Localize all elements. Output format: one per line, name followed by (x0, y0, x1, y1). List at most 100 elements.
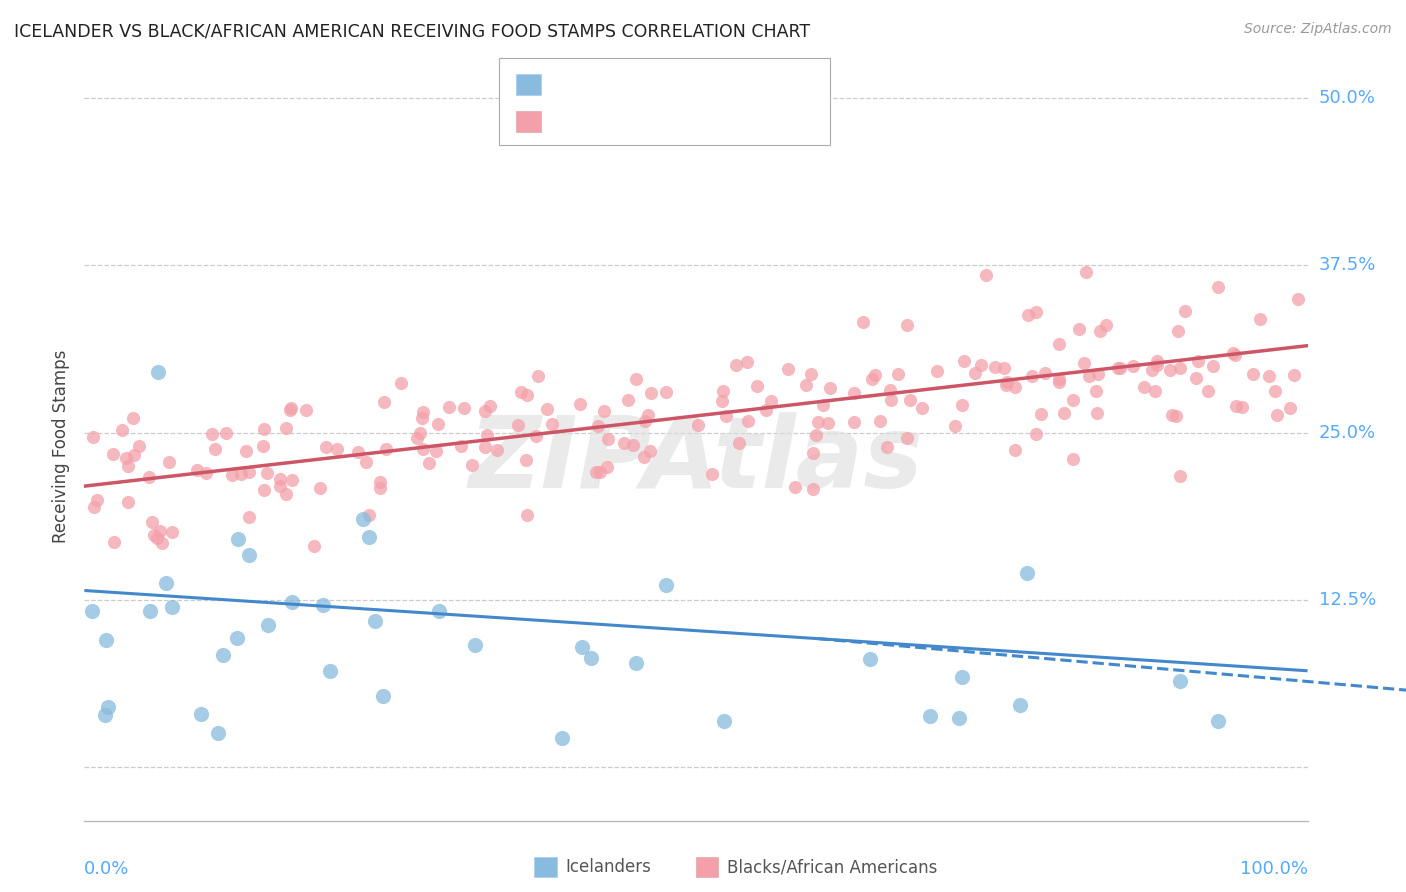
Point (373, 689, 395, 703)
Point (143, 528, 166, 542)
Point (1062, 452, 1084, 467)
Point (364, 614, 387, 628)
Point (304, 539, 326, 553)
Point (527, 369, 550, 384)
Point (278, 403, 301, 417)
Point (1047, 372, 1070, 386)
Point (235, 444, 257, 458)
Point (157, 454, 180, 468)
Point (551, 731, 574, 746)
Text: ZIPAtlas: ZIPAtlas (468, 412, 924, 509)
Point (1168, 673, 1191, 688)
Point (412, 442, 434, 457)
Point (207, 726, 229, 740)
Point (389, 376, 412, 391)
Point (368, 481, 391, 495)
Point (879, 393, 901, 408)
Point (506, 417, 529, 432)
Point (842, 386, 865, 401)
Point (122, 448, 145, 462)
Point (755, 403, 778, 417)
Point (737, 414, 759, 428)
Point (745, 379, 768, 393)
Point (238, 465, 260, 479)
Point (186, 463, 208, 477)
Point (461, 458, 484, 472)
Point (541, 417, 564, 431)
Text: 25.0%: 25.0% (1319, 424, 1376, 442)
Point (965, 366, 987, 380)
Point (86, 493, 108, 508)
Text: 12.5%: 12.5% (1319, 591, 1376, 609)
Point (146, 366, 169, 380)
Point (1008, 698, 1031, 712)
Point (315, 440, 337, 454)
Point (613, 436, 636, 450)
Point (256, 467, 278, 481)
Point (984, 359, 1007, 374)
Point (149, 524, 172, 539)
Point (418, 456, 440, 470)
Point (524, 429, 547, 443)
Point (1249, 312, 1271, 326)
Point (427, 604, 450, 618)
Point (194, 466, 217, 480)
Point (688, 417, 710, 432)
Point (357, 508, 380, 522)
Point (974, 268, 997, 283)
Point (450, 439, 472, 453)
Point (896, 432, 918, 446)
Point (510, 385, 533, 400)
Point (818, 381, 841, 395)
Text: 100.0%: 100.0% (1240, 860, 1308, 878)
Point (1202, 359, 1225, 374)
Point (621, 438, 644, 452)
Point (515, 453, 537, 467)
Point (238, 510, 260, 524)
Point (1122, 359, 1144, 374)
Point (229, 467, 252, 482)
Point (359, 530, 381, 544)
Point (896, 318, 918, 332)
Point (716, 409, 738, 423)
Point (859, 651, 882, 665)
Point (1025, 427, 1047, 442)
Point (1168, 360, 1191, 375)
Point (253, 422, 276, 436)
Point (80, 604, 103, 618)
Point (103, 535, 125, 549)
Point (588, 419, 610, 434)
Point (325, 442, 347, 456)
Point (354, 455, 377, 469)
Point (162, 599, 184, 614)
Point (1133, 380, 1156, 394)
Point (425, 443, 447, 458)
Point (596, 460, 619, 475)
Point (1264, 384, 1286, 399)
Point (373, 394, 395, 409)
Point (1087, 367, 1109, 381)
Point (409, 426, 432, 441)
Point (1159, 362, 1181, 376)
Point (412, 405, 434, 419)
Point (1185, 370, 1208, 384)
Point (536, 402, 558, 417)
Point (860, 372, 883, 386)
Point (411, 411, 433, 425)
Point (1160, 408, 1182, 422)
Point (269, 472, 291, 486)
Point (215, 426, 238, 441)
Point (1062, 392, 1084, 407)
Point (117, 458, 139, 473)
Point (811, 398, 834, 412)
Point (634, 414, 657, 428)
Point (252, 439, 274, 453)
Point (475, 427, 498, 442)
Point (655, 385, 678, 400)
Text: ICELANDER VS BLACK/AFRICAN AMERICAN RECEIVING FOOD STAMPS CORRELATION CHART: ICELANDER VS BLACK/AFRICAN AMERICAN RECE… (14, 22, 810, 40)
Point (1222, 346, 1244, 360)
Point (724, 358, 747, 372)
Point (1206, 280, 1229, 294)
Point (581, 651, 603, 665)
Point (638, 443, 661, 458)
